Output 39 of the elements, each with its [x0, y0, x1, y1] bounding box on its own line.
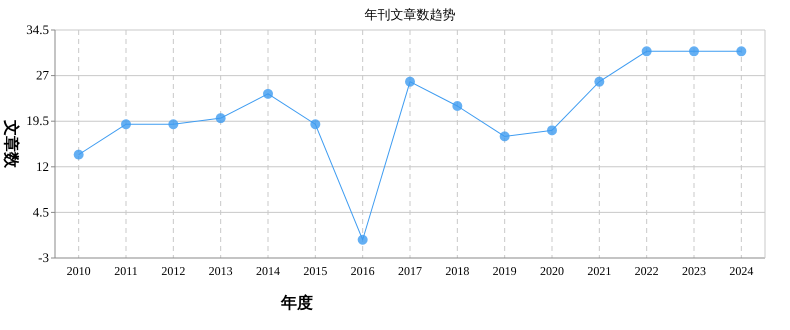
y-tick-label: 4.5 — [32, 204, 49, 220]
x-tick-label: 2020 — [540, 264, 564, 278]
point — [168, 119, 178, 130]
point — [547, 125, 557, 136]
y-tick-label: 12 — [36, 158, 49, 174]
x-tick-label: 2016 — [350, 264, 375, 278]
point — [263, 88, 273, 99]
point — [405, 76, 415, 87]
point — [736, 46, 746, 56]
point — [642, 46, 652, 56]
chart-title: 年刊文章数趋势 — [364, 7, 456, 22]
point — [500, 131, 510, 142]
x-axis-title: 年度 — [280, 293, 313, 312]
y-tick-label: 27 — [36, 68, 50, 83]
x-tick-label: 2024 — [729, 264, 754, 278]
y-axis-title: 文章数 — [2, 119, 20, 169]
x-tick-label: 2012 — [161, 264, 186, 278]
point — [216, 113, 226, 124]
y-tick-label: 34.5 — [26, 22, 49, 37]
x-tick-label: 2022 — [634, 264, 659, 278]
x-tick-label: 2018 — [445, 264, 470, 278]
point — [358, 234, 368, 245]
x-tick-label: 2014 — [256, 264, 280, 278]
point — [452, 101, 462, 111]
y-tick-label: -3 — [38, 250, 49, 265]
x-tick-label: 2019 — [492, 264, 517, 278]
x-tick-label: 2023 — [682, 264, 706, 278]
point — [689, 46, 699, 56]
y-tick-label: 19.5 — [26, 113, 49, 128]
point — [121, 119, 131, 130]
x-tick-label: 2015 — [303, 264, 328, 278]
x-tick-label: 2021 — [587, 264, 612, 278]
x-tick-label: 2013 — [208, 264, 233, 278]
point — [310, 119, 320, 130]
x-tick-label: 2017 — [398, 264, 422, 278]
point — [74, 150, 84, 160]
point — [594, 76, 604, 87]
x-tick-label: 2010 — [66, 264, 91, 278]
x-tick-label: 2011 — [114, 264, 138, 278]
